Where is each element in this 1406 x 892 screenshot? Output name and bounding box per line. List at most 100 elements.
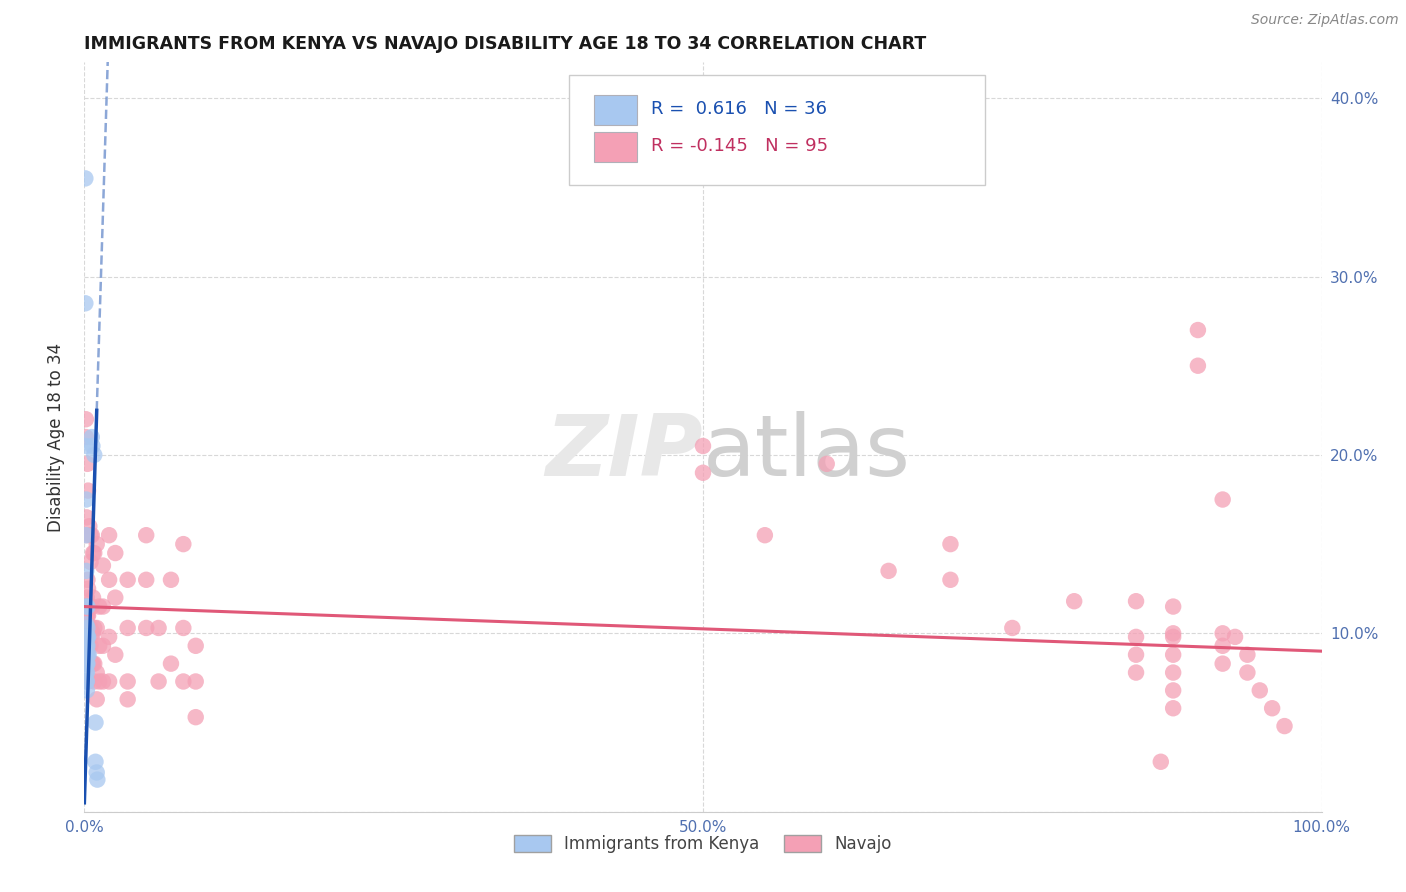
Point <box>89 599 111 614</box>
Point <box>86 772 108 787</box>
Point <box>75 528 97 542</box>
Point <box>76 599 98 614</box>
Point <box>89 674 111 689</box>
Y-axis label: Disability Age 18 to 34: Disability Age 18 to 34 <box>46 343 65 532</box>
Text: atlas: atlas <box>703 410 911 493</box>
Point <box>117 692 139 706</box>
Point <box>135 573 157 587</box>
Point <box>76 599 98 614</box>
Point <box>80 528 103 542</box>
Point <box>76 510 98 524</box>
Point <box>76 639 98 653</box>
Point <box>82 439 104 453</box>
Point <box>98 573 121 587</box>
Point <box>76 657 98 671</box>
Point <box>184 639 207 653</box>
Point <box>160 573 183 587</box>
Point <box>76 617 98 632</box>
Point <box>75 665 97 680</box>
Point <box>1161 630 1184 644</box>
Point <box>76 573 98 587</box>
Point <box>75 617 97 632</box>
Point <box>76 621 98 635</box>
Point <box>1161 648 1184 662</box>
Point <box>692 466 714 480</box>
Point <box>77 599 100 614</box>
Point <box>77 626 100 640</box>
Point <box>117 621 139 635</box>
Point <box>77 639 100 653</box>
Point <box>76 528 98 542</box>
Point <box>98 674 121 689</box>
Point <box>84 755 107 769</box>
Point <box>83 448 105 462</box>
Point <box>76 591 98 605</box>
Point <box>79 599 101 614</box>
Point <box>1212 492 1234 507</box>
Point <box>75 657 97 671</box>
Point <box>1187 323 1209 337</box>
Point <box>1261 701 1284 715</box>
Point <box>160 657 183 671</box>
Point <box>86 537 108 551</box>
Point <box>76 674 98 689</box>
Point <box>77 582 100 596</box>
Point <box>79 621 101 635</box>
Point <box>939 537 962 551</box>
Point <box>75 430 97 444</box>
Point <box>76 626 98 640</box>
Point <box>91 639 114 653</box>
Point <box>86 621 108 635</box>
Point <box>1236 665 1258 680</box>
Point <box>84 715 107 730</box>
Point <box>98 528 121 542</box>
Point <box>76 599 98 614</box>
Point <box>86 692 108 706</box>
Point <box>1161 701 1184 715</box>
Point <box>75 296 97 310</box>
Point <box>76 648 98 662</box>
Point <box>77 630 100 644</box>
Point <box>76 683 98 698</box>
Point <box>117 573 139 587</box>
Point <box>79 639 101 653</box>
Point <box>98 630 121 644</box>
Point <box>1223 630 1246 644</box>
Point <box>1236 648 1258 662</box>
Point <box>815 457 838 471</box>
Point <box>80 430 103 444</box>
Point <box>75 630 97 644</box>
Point <box>1249 683 1271 698</box>
Point <box>89 639 111 653</box>
Point <box>1161 665 1184 680</box>
Point <box>75 492 97 507</box>
Point <box>77 608 100 623</box>
Point <box>91 674 114 689</box>
Point <box>76 608 98 623</box>
Point <box>77 648 100 662</box>
Point <box>1212 657 1234 671</box>
Point <box>1161 683 1184 698</box>
Point <box>692 439 714 453</box>
Point <box>877 564 900 578</box>
Point <box>75 171 97 186</box>
Point <box>75 648 97 662</box>
Point <box>172 674 194 689</box>
Point <box>82 591 104 605</box>
Point <box>1001 621 1024 635</box>
Point <box>75 564 97 578</box>
FancyBboxPatch shape <box>595 132 637 162</box>
FancyBboxPatch shape <box>569 75 986 185</box>
Point <box>939 573 962 587</box>
Point <box>1150 755 1173 769</box>
Point <box>77 674 100 689</box>
Point <box>77 483 100 498</box>
Point <box>83 621 105 635</box>
Text: R =  0.616   N = 36: R = 0.616 N = 36 <box>651 100 827 118</box>
Point <box>83 674 105 689</box>
Point <box>148 621 170 635</box>
Point <box>148 674 170 689</box>
Point <box>75 639 97 653</box>
Point <box>184 674 207 689</box>
Point <box>83 546 105 560</box>
